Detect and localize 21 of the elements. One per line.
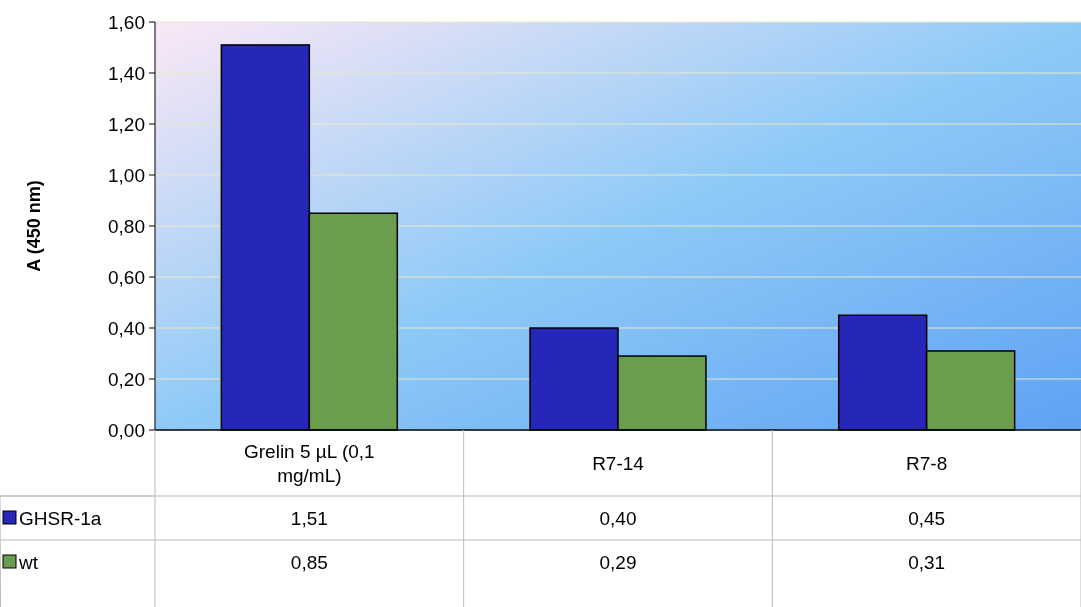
data-label: 0,31	[908, 551, 946, 573]
legend-label: wt	[18, 551, 39, 573]
data-label: 0,29	[599, 551, 637, 573]
data-label: 0,45	[908, 507, 946, 529]
y-tick-label: 1,20	[108, 113, 145, 135]
y-tick-label: 0,60	[108, 266, 145, 288]
y-tick-label: 0,00	[108, 419, 145, 441]
legend-label: GHSR-1a	[19, 507, 102, 529]
y-tick-label: 1,00	[108, 164, 145, 186]
x-tick-label: Grelin 5 µL (0,1 mg/mL)	[244, 440, 375, 486]
data-label: 1,51	[290, 507, 328, 529]
x-tick-label: R7-8	[906, 452, 948, 474]
y-tick-label: 0,20	[108, 368, 145, 390]
data-label: 0,85	[290, 551, 328, 573]
y-axis-title: A (450 nm)	[24, 180, 44, 272]
y-tick-label: 0,80	[108, 215, 145, 237]
y-tick-label: 0,40	[108, 317, 145, 339]
y-tick-label: 1,60	[108, 11, 145, 33]
data-label: 0,40	[599, 507, 637, 529]
y-tick-label: 1,40	[108, 62, 145, 84]
x-tick-label: R7-14	[592, 452, 645, 474]
